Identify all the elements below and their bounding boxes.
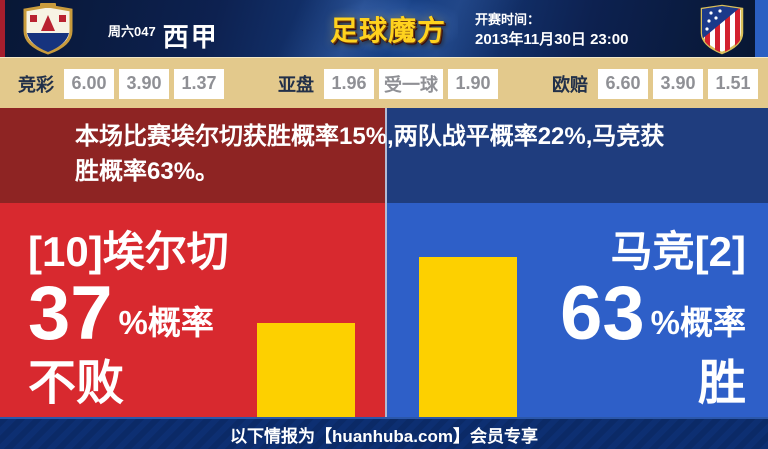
home-probability-suffix: %概率 xyxy=(118,304,214,341)
kickoff-block: 开赛时间： 2013年11月30日 23:00 xyxy=(475,11,628,49)
odds-label-jingcai: 竞彩 xyxy=(18,74,54,95)
away-team-crest xyxy=(699,3,745,60)
atletico-crest-icon xyxy=(700,4,744,55)
odds-bar: 竞彩 6.00 3.90 1.37 亚盘 1.96 受一球 1.90 欧赔 6.… xyxy=(0,57,768,108)
odds-value-box: 1.37 xyxy=(174,68,224,99)
site-logo-text: 足球魔方 xyxy=(329,14,446,46)
header-left-accent xyxy=(0,0,5,57)
home-team-name: [10]埃尔切 xyxy=(28,228,229,275)
odds-value-box: 3.90 xyxy=(119,68,169,99)
banner-away-half xyxy=(387,108,768,203)
odds-label-oupei: 欧赔 xyxy=(552,74,588,95)
kickoff-time: 2013年11月30日 23:00 xyxy=(475,31,629,48)
odds-label-yapan: 亚盘 xyxy=(278,74,314,95)
elche-crest-icon xyxy=(23,3,73,55)
home-team-crest xyxy=(19,3,77,60)
team-comparison-section: [10]埃尔切 37 %概率 不败 马竞[2] 63 %概率 胜 xyxy=(0,108,768,417)
footer-bar: 以下情报为【huanhuba.com】会员专享 xyxy=(0,417,768,449)
away-team-info: 马竞[2] 63 %概率 胜 xyxy=(560,227,746,411)
home-team-info: [10]埃尔切 37 %概率 不败 xyxy=(28,227,229,411)
header-right-accent xyxy=(755,0,768,57)
away-probability: 63 %概率 xyxy=(560,271,746,356)
odds-value-box: 6.60 xyxy=(598,68,648,99)
home-probability-bar xyxy=(257,323,355,417)
probability-summary-text: 本场比赛埃尔切获胜概率15%,两队战平概率22%,马竞获胜概率63%。 xyxy=(75,123,665,185)
away-probability-bar xyxy=(419,257,517,417)
probability-summary-banner: 本场比赛埃尔切获胜概率15%,两队战平概率22%,马竞获胜概率63%。 xyxy=(0,108,768,203)
center-divider xyxy=(385,108,387,417)
match-header: 周六047 西甲 足球魔方 开赛时间： 2013年11月30日 23:00 xyxy=(0,0,768,57)
site-logo: 足球魔方 xyxy=(318,0,458,57)
match-title: 周六047 西甲 xyxy=(108,17,219,54)
home-outcome-label: 不败 xyxy=(28,357,125,410)
odds-value-box: 1.51 xyxy=(708,68,758,99)
odds-value-box: 6.00 xyxy=(64,68,114,99)
odds-group-oupei: 欧赔 6.60 3.90 1.51 xyxy=(552,58,758,109)
home-probability-value: 37 xyxy=(28,271,113,356)
away-outcome-label: 胜 xyxy=(697,357,746,410)
home-probability: 37 %概率 xyxy=(28,271,229,356)
odds-group-yapan: 亚盘 1.96 受一球 1.90 xyxy=(278,58,498,109)
away-probability-suffix: %概率 xyxy=(650,304,746,341)
banner-home-half xyxy=(0,108,385,203)
away-probability-value: 63 xyxy=(560,271,645,356)
odds-group-jingcai: 竞彩 6.00 3.90 1.37 xyxy=(18,58,224,109)
odds-value-box: 3.90 xyxy=(653,68,703,99)
odds-value-box: 1.90 xyxy=(448,68,498,99)
handicap-box: 受一球 xyxy=(379,68,443,99)
kickoff-label: 开赛时间： xyxy=(475,12,541,27)
odds-value-box: 1.96 xyxy=(324,68,374,99)
away-team-name: 马竞[2] xyxy=(610,228,746,275)
league-name: 西甲 xyxy=(162,22,219,52)
match-number: 周六047 xyxy=(108,24,156,39)
footer-text: 以下情报为【huanhuba.com】会员专享 xyxy=(230,426,538,446)
